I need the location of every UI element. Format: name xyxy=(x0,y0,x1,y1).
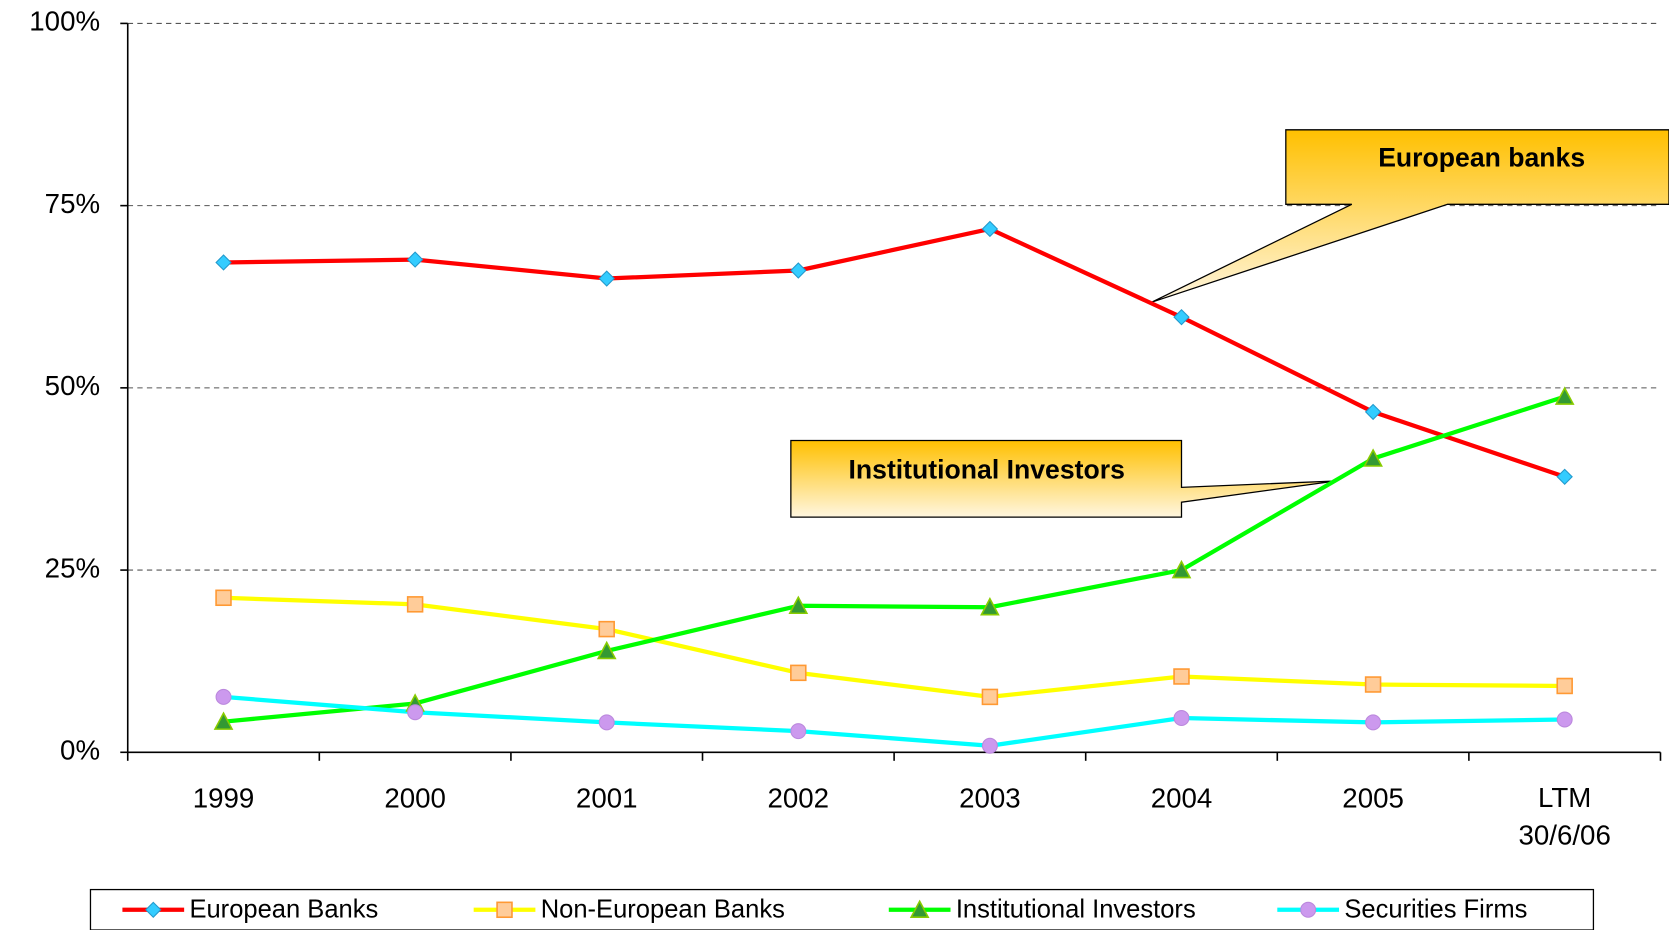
x-tick-label: 2002 xyxy=(768,782,830,813)
marker xyxy=(215,589,232,607)
legend-label: Institutional Investors xyxy=(956,896,1196,924)
x-tick-label: LTM 30/6/06 xyxy=(1519,782,1611,850)
marker xyxy=(1554,386,1575,405)
marker xyxy=(981,688,999,706)
marker xyxy=(1171,559,1192,579)
series-line xyxy=(223,595,1565,700)
x-tick-label: 2003 xyxy=(959,782,1021,813)
marker xyxy=(1363,448,1383,467)
marker xyxy=(790,723,807,740)
x-tick-label: 2005 xyxy=(1342,782,1404,813)
marker xyxy=(1173,308,1190,326)
marker xyxy=(1556,677,1573,695)
marker xyxy=(790,664,807,682)
legend-label: Non-European Banks xyxy=(541,896,785,924)
legend-box xyxy=(89,888,1595,930)
legend-label: Securities Firms xyxy=(1344,896,1527,924)
marker xyxy=(598,714,615,731)
marker xyxy=(1365,714,1382,731)
marker xyxy=(145,901,162,918)
marker xyxy=(496,901,513,919)
marker xyxy=(981,220,999,238)
legend: European Banks Non-European Banks Institut… xyxy=(122,896,1527,924)
x-tick-label: 2000 xyxy=(384,782,446,813)
callout-box xyxy=(790,439,1336,518)
marker xyxy=(213,711,234,730)
annotation: Institutional Investors xyxy=(849,454,1125,484)
x-tick-label: 1999 xyxy=(193,782,255,813)
marker xyxy=(980,597,1000,616)
y-tick-label: 0% xyxy=(60,735,100,766)
axes: 0% 25% 50% 75% 100% 1999 2000 2001 2002 2003 2004 2… xyxy=(29,6,1662,851)
marker xyxy=(788,595,809,615)
y-tick-label: 50% xyxy=(45,370,100,401)
callout-box xyxy=(1151,129,1669,303)
marker xyxy=(1556,468,1573,485)
marker xyxy=(1173,710,1190,727)
y-tick-label: 75% xyxy=(45,188,100,219)
y-tick-label: 25% xyxy=(45,552,100,583)
marker xyxy=(215,254,232,271)
marker xyxy=(596,640,617,660)
marker xyxy=(407,704,424,721)
marker xyxy=(406,596,424,613)
marker xyxy=(1364,676,1382,693)
marker xyxy=(1556,711,1573,728)
marker xyxy=(1300,901,1317,918)
series-line xyxy=(223,226,1566,479)
y-tick-label: 100% xyxy=(29,6,100,37)
marker xyxy=(598,620,615,638)
x-tick-label: 2001 xyxy=(576,782,638,813)
series-line xyxy=(223,694,1565,748)
marker xyxy=(909,899,930,919)
marker xyxy=(598,270,615,287)
marker xyxy=(406,251,424,268)
x-tick-label: 2004 xyxy=(1151,782,1213,813)
plot xyxy=(213,220,1575,754)
callouts: European banks Institutional Investors xyxy=(790,129,1669,518)
annotation: European banks xyxy=(1378,143,1585,173)
marker xyxy=(215,688,232,705)
marker xyxy=(1173,668,1190,685)
marker xyxy=(1364,403,1382,421)
marker xyxy=(981,737,998,754)
marker xyxy=(790,262,807,279)
legend-label: European Banks xyxy=(189,896,378,924)
series-line xyxy=(223,394,1566,724)
